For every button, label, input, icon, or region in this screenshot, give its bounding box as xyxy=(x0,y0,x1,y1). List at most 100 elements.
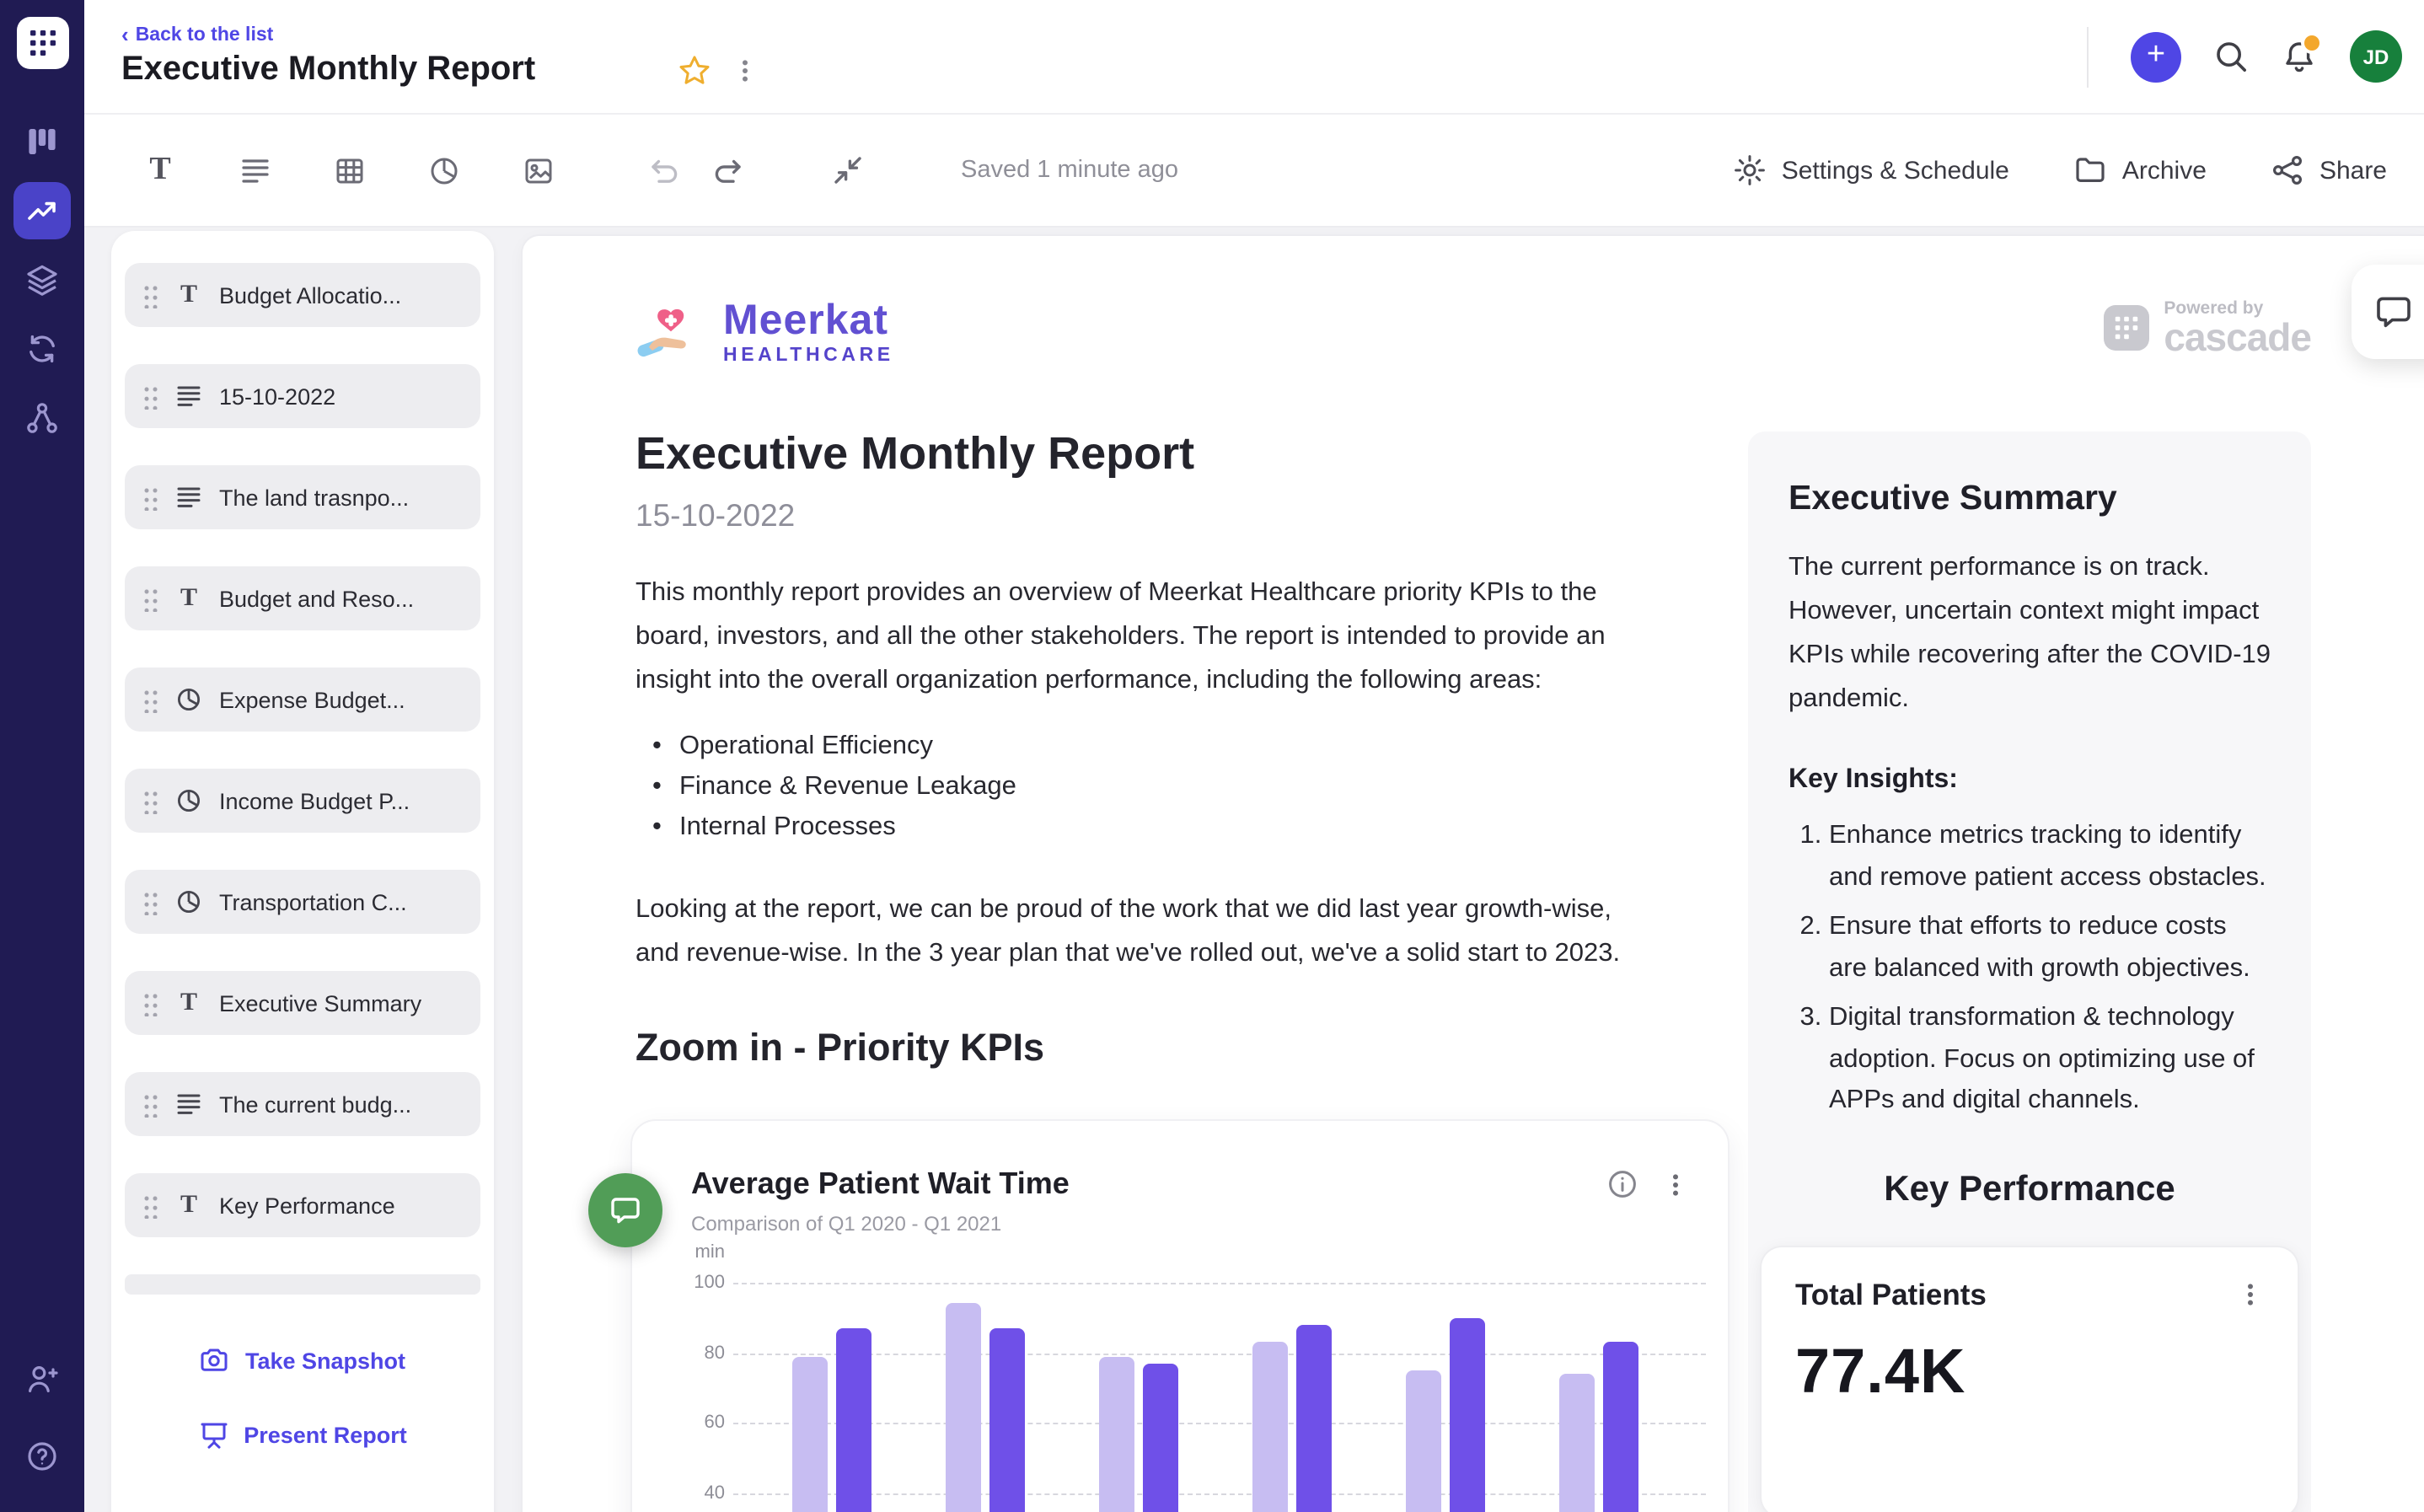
chart-tool-icon[interactable] xyxy=(415,142,472,199)
block-item[interactable]: T Budget Allocatio... xyxy=(125,263,480,327)
chart-kebab-menu-icon[interactable] xyxy=(1662,1171,1689,1198)
bullet-item: Finance & Revenue Leakage xyxy=(652,767,1627,807)
hierarchy-nav-icon[interactable] xyxy=(13,389,71,447)
comments-flyout xyxy=(2352,265,2424,359)
redo-icon[interactable] xyxy=(700,142,757,199)
text-block-icon: T xyxy=(180,281,197,308)
drag-handle-icon[interactable] xyxy=(142,1192,158,1219)
gridline xyxy=(733,1423,1706,1425)
block-item[interactable]: T Key Performance xyxy=(125,1173,480,1237)
bar-q1-2020 xyxy=(1558,1374,1594,1512)
summary-title: Executive Summary xyxy=(1789,479,2117,517)
table-tool-icon[interactable] xyxy=(320,142,378,199)
block-item[interactable]: T Executive Summary xyxy=(125,971,480,1035)
summary-body: The current performance is on track. How… xyxy=(1789,553,2271,713)
y-axis-tick: 80 xyxy=(704,1343,726,1364)
back-link[interactable]: ‹ Back to the list xyxy=(121,21,274,46)
insights-title: Key Insights: xyxy=(1789,765,1958,794)
paragraph-tool-icon[interactable] xyxy=(226,142,283,199)
sync-nav-icon[interactable] xyxy=(13,320,71,378)
report-document: Meerkat HEALTHCARE Powered by cascade Ex… xyxy=(523,236,2424,1512)
save-status: Saved 1 minute ago xyxy=(961,157,1178,184)
brand-name: Meerkat xyxy=(723,296,888,343)
block-item-label: Budget and Reso... xyxy=(219,586,415,611)
meerkat-healthcare-logo: Meerkat HEALTHCARE xyxy=(635,297,894,367)
paragraph-block-icon xyxy=(174,484,204,511)
drag-handle-icon[interactable] xyxy=(142,989,158,1016)
intro-bullets: Operational EfficiencyFinance & Revenue … xyxy=(652,727,1627,848)
bar-q1-2021 xyxy=(989,1328,1024,1512)
y-axis-tick: 60 xyxy=(704,1413,726,1434)
y-axis-tick: 40 xyxy=(704,1483,726,1504)
drag-handle-icon[interactable] xyxy=(142,281,158,308)
block-item-label: Executive Summary xyxy=(219,990,422,1016)
insight-item: Enhance metrics tracking to identify and… xyxy=(1829,816,2271,898)
bar-q1-2021 xyxy=(1142,1363,1177,1512)
comments-chat-icon[interactable] xyxy=(2373,292,2414,332)
chart-info-icon[interactable] xyxy=(1606,1168,1638,1200)
drag-handle-icon[interactable] xyxy=(142,787,158,814)
document-date: 15-10-2022 xyxy=(635,497,796,533)
block-item[interactable]: T 15-10-2022 xyxy=(125,364,480,428)
bar-q1-2021 xyxy=(835,1328,871,1512)
drag-handle-icon[interactable] xyxy=(142,686,158,713)
help-icon[interactable] xyxy=(13,1428,71,1485)
block-list: T Budget Allocatio... T 15-10-2022 T The… xyxy=(125,263,480,1237)
bar-q1-2020 xyxy=(791,1356,827,1512)
drag-handle-icon[interactable] xyxy=(142,585,158,612)
wait-time-chart-card: Average Patient Wait Time Comparison of … xyxy=(588,1121,1728,1512)
block-item[interactable]: T Transportation C... xyxy=(125,870,480,934)
drag-handle-icon[interactable] xyxy=(142,383,158,410)
block-item-partial[interactable] xyxy=(125,1274,480,1295)
drag-handle-icon[interactable] xyxy=(142,1091,158,1118)
archive-button[interactable]: Archive xyxy=(2073,153,2207,187)
rail-bottom xyxy=(13,1350,71,1485)
present-report-button[interactable]: Present Report xyxy=(125,1419,480,1450)
image-tool-icon[interactable] xyxy=(509,142,566,199)
text-block-icon: T xyxy=(180,1191,197,1218)
favorite-star-icon[interactable] xyxy=(677,53,711,87)
intro-paragraph: This monthly report provides an overview… xyxy=(635,578,1606,694)
editor-toolbar: T Saved 1 minute ago Settings & Schedule xyxy=(84,115,2424,228)
bullet-item: Operational Efficiency xyxy=(652,727,1627,767)
bar-q1-2020 xyxy=(945,1303,980,1512)
title-kebab-menu-icon[interactable] xyxy=(731,56,758,83)
share-button[interactable]: Share xyxy=(2271,153,2387,187)
gear-icon xyxy=(1734,155,1765,185)
bar-q1-2020 xyxy=(1252,1342,1287,1512)
undo-icon[interactable] xyxy=(635,142,693,199)
block-item[interactable]: T Budget and Reso... xyxy=(125,566,480,630)
layers-nav-icon[interactable] xyxy=(13,251,71,308)
drag-handle-icon[interactable] xyxy=(142,888,158,915)
create-new-button[interactable]: + xyxy=(2131,31,2181,82)
bullet-item: Internal Processes xyxy=(652,807,1627,848)
boards-nav-icon[interactable] xyxy=(13,113,71,170)
block-item-label: 15-10-2022 xyxy=(219,383,336,409)
drag-handle-icon[interactable] xyxy=(142,484,158,511)
paragraph-block-icon xyxy=(174,1091,204,1118)
comment-bubble-button[interactable] xyxy=(588,1173,662,1247)
block-item[interactable]: T Income Budget P... xyxy=(125,769,480,833)
settings-schedule-button[interactable]: Settings & Schedule xyxy=(1733,153,2009,187)
block-item[interactable]: T The current budg... xyxy=(125,1072,480,1136)
invite-user-icon[interactable] xyxy=(13,1350,71,1407)
cascade-badge-icon xyxy=(2103,305,2149,351)
chat-icon xyxy=(611,1198,640,1224)
cascade-logo[interactable] xyxy=(16,17,68,69)
take-snapshot-button[interactable]: Take Snapshot xyxy=(125,1345,480,1375)
insights-list: Enhance metrics tracking to identify and… xyxy=(1789,816,2271,1122)
reports-nav-icon[interactable] xyxy=(13,182,71,239)
bar-q1-2020 xyxy=(1405,1370,1440,1512)
user-avatar[interactable]: JD xyxy=(2350,30,2402,83)
notifications-bell-icon[interactable] xyxy=(2281,35,2319,75)
block-item-label: Budget Allocatio... xyxy=(219,282,402,308)
block-item[interactable]: T The land trasnpo... xyxy=(125,465,480,529)
block-item[interactable]: T Expense Budget... xyxy=(125,668,480,732)
text-tool-icon[interactable]: T xyxy=(149,152,171,187)
section-title: Zoom in - Priority KPIs xyxy=(635,1027,1045,1069)
executive-summary-panel: Executive Summary The current performanc… xyxy=(1748,432,2311,1512)
kpi-kebab-menu-icon[interactable] xyxy=(2237,1281,2264,1308)
block-item-label: Expense Budget... xyxy=(219,687,405,712)
search-icon[interactable] xyxy=(2213,39,2249,74)
collapse-view-icon[interactable] xyxy=(819,142,877,199)
